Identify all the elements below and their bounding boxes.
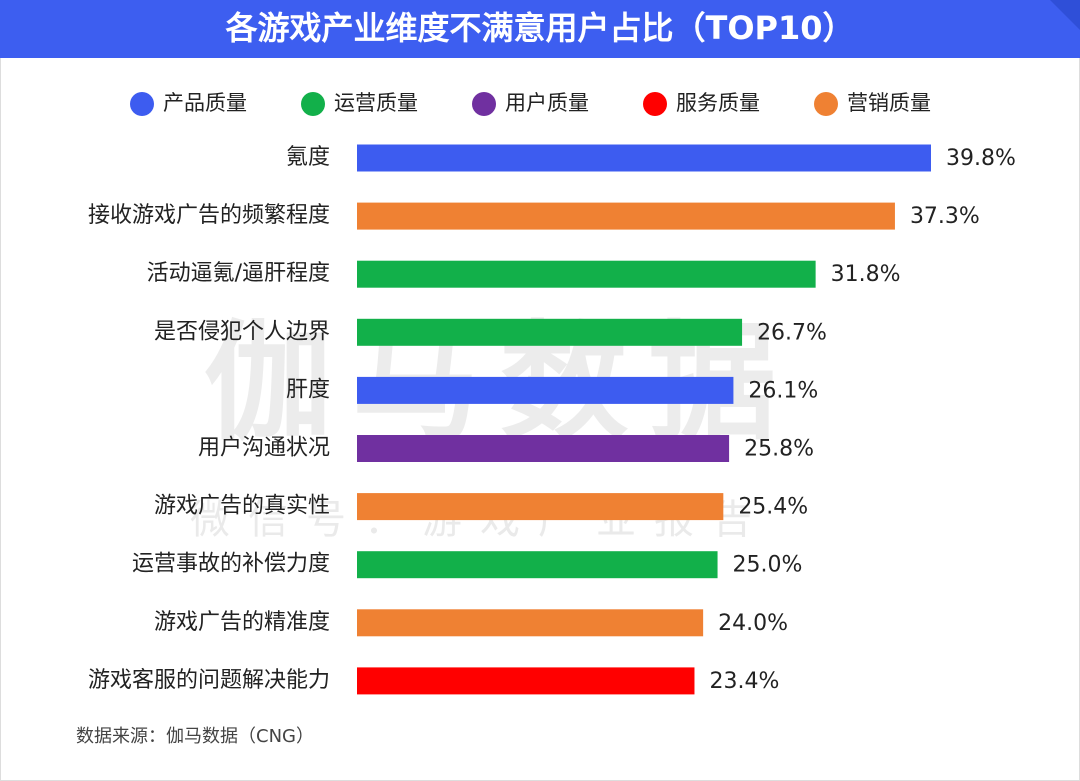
bar [357,435,730,462]
bar [357,202,895,230]
value-label: 24.0% [718,611,788,636]
legend-label: 营销质量 [847,91,931,115]
chart-title: 各游戏产业维度不满意用户占比（TOP10） [225,9,854,47]
bar [357,144,931,172]
value-label: 25.0% [733,553,803,578]
legend-label: 运营质量 [334,91,418,115]
category-label: 游戏广告的真实性 [154,494,330,519]
legend-marker [643,92,667,116]
value-label: 26.7% [757,320,827,345]
bar [357,318,743,346]
category-label: 活动逼氪/逼肝程度 [147,261,330,286]
category-label: 用户沟通状况 [198,436,330,461]
source: 数据来源：伽马数据（CNG） [76,726,314,747]
value-label: 25.8% [744,437,814,462]
bar [357,609,704,637]
category-label: 是否侵犯个人边界 [154,319,330,344]
bar [357,551,718,579]
bar [357,376,734,404]
value-label: 39.8% [946,146,1016,171]
value-label: 37.3% [910,204,980,229]
legend-marker [130,92,154,116]
legend-marker [472,92,496,116]
value-label: 25.4% [738,495,808,520]
value-label: 23.4% [709,669,779,694]
title-corner [1050,0,1080,30]
legend-label: 用户质量 [505,91,589,115]
category-label: 接收游戏广告的频繁程度 [88,203,330,228]
legend-label: 服务质量 [676,91,760,115]
category-label: 肝度 [286,377,330,402]
bar [357,667,695,695]
bar [357,260,816,288]
category-label: 游戏客服的问题解决能力 [88,668,330,693]
value-label: 26.1% [748,378,818,403]
category-label: 游戏广告的精准度 [154,610,330,635]
category-label: 运营事故的补偿力度 [132,552,330,577]
category-label: 氪度 [286,145,330,170]
title-bar [0,0,1080,58]
bar [357,493,724,521]
legend-label: 产品质量 [163,91,247,115]
legend-marker [301,92,325,116]
legend-marker [814,92,838,116]
value-label: 31.8% [831,262,901,287]
